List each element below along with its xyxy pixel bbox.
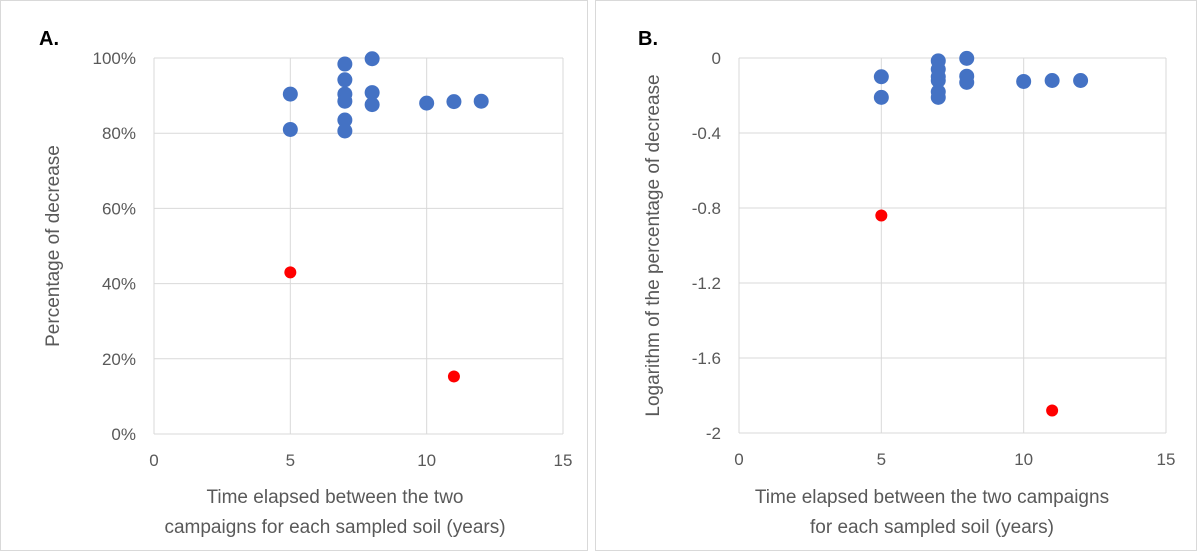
data-point-blue [930,73,946,88]
y-tick-label: -1.2 [692,274,721,293]
data-point-blue [337,56,353,72]
data-point-blue [1073,73,1089,88]
chart-panel-b: 0 -0.4 -0.8 -1.2 -1.6 -2 0 5 10 15 B. Logarithm of … [595,0,1197,551]
data-point-blue [364,85,380,101]
data-point-blue [446,94,462,110]
data-point-blue [364,51,380,67]
data-point-blue [419,95,435,111]
data-point-blue [364,97,380,113]
data-point-blue [959,74,975,90]
x-tick-label: 15 [1157,450,1176,469]
y-tick-label: 40% [102,275,136,294]
y-axis-title: Percentage of decrease [43,145,64,347]
data-point-blue [873,69,889,85]
x-tick-label: 0 [734,450,743,469]
x-axis-title-line: for each sampled soil (years) [810,517,1054,538]
data-point-blue [337,93,353,109]
y-tick-label: 20% [102,350,136,369]
x-tick-label: 5 [877,450,886,469]
data-point-blue [337,112,353,128]
x-axis-title-line: Time elapsed between the two [206,487,463,508]
x-tick-label: 0 [149,451,158,470]
x-tick-label: 10 [1014,450,1033,469]
x-axis-title-line: campaigns for each sampled soil (years) [164,517,505,538]
y-tick-label: 0% [111,425,136,444]
data-point-blue [930,89,946,105]
data-point-red [1046,404,1059,417]
y-tick-label: 0 [712,49,721,68]
data-point-blue [337,72,353,88]
data-point-red [284,266,297,279]
x-tick-label: 5 [286,451,295,470]
chart-panel-a: 0% 20% 40% 60% 80% 100% 0 5 10 15 A. Percentage of … [0,0,588,551]
data-point-blue [1016,73,1032,89]
y-axis-title: Logarithm of the percentage of decrease [643,74,664,416]
data-point-blue [282,86,298,102]
x-axis-title-line: Time elapsed between the two campaigns [755,487,1109,508]
y-tick-label: 80% [102,124,136,143]
data-point-red [447,370,460,383]
y-tick-label: 60% [102,199,136,218]
y-tick-label: -0.4 [692,124,721,143]
chart-a-svg: 0% 20% 40% 60% 80% 100% 0 5 10 15 A. Percentage of … [39,28,573,538]
y-tick-label: -0.8 [692,199,721,218]
data-point-blue [873,89,889,105]
x-tick-label: 15 [554,451,573,470]
data-point-blue [473,93,489,109]
data-point-blue [1044,73,1060,88]
data-point-blue [337,123,353,139]
panel-label: B. [638,28,658,50]
x-tick-label: 10 [417,451,436,470]
y-tick-label: -2 [706,424,721,443]
data-point-red [875,209,888,222]
panel-label: A. [39,28,59,50]
data-point-blue [282,121,298,137]
data-point-blue [959,50,975,66]
y-tick-label: -1.6 [692,349,721,368]
y-tick-label: 100% [93,49,136,68]
chart-b-svg: 0 -0.4 -0.8 -1.2 -1.6 -2 0 5 10 15 B. Logarithm of … [638,28,1176,538]
